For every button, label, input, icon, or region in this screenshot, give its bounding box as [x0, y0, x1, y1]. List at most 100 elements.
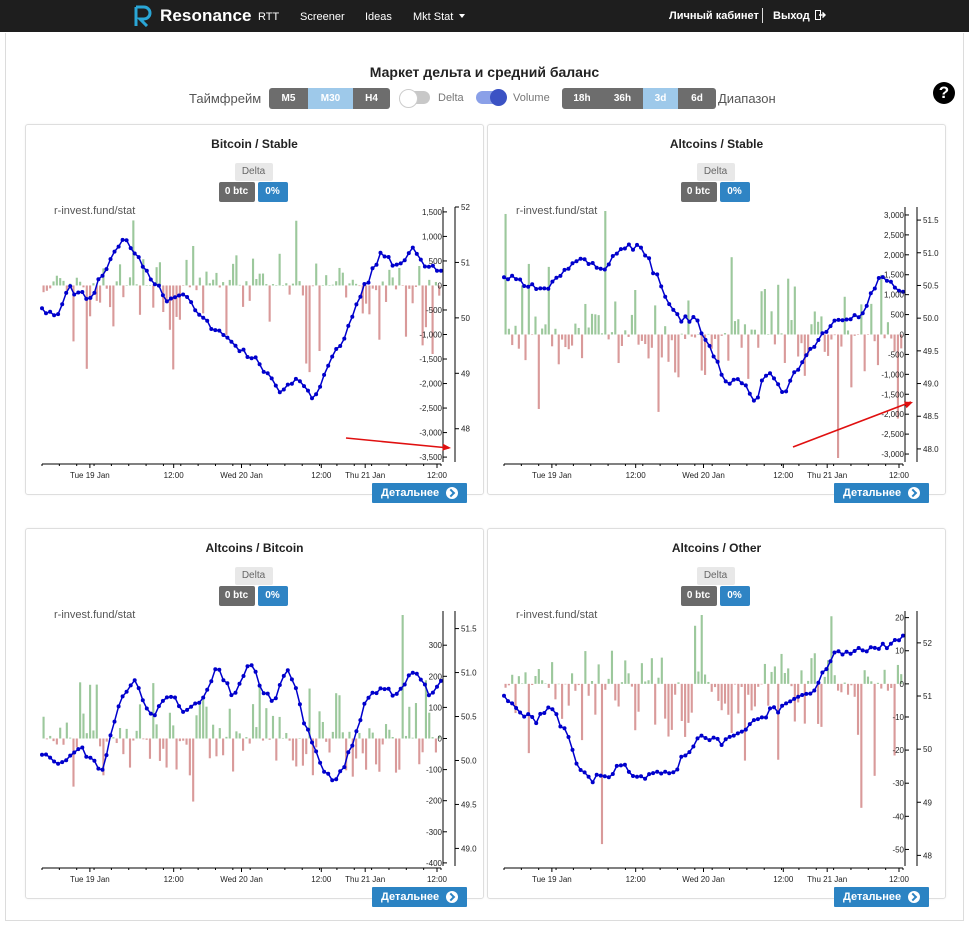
negative-bar — [42, 285, 45, 293]
balance-point — [112, 719, 117, 724]
positive-bar — [341, 272, 344, 286]
right-tick-label: 51 — [461, 258, 470, 267]
positive-bar — [787, 278, 790, 335]
positive-bar — [92, 730, 95, 739]
timeframe-h4[interactable]: H4 — [353, 88, 390, 109]
account-link[interactable]: Личный кабинет — [669, 10, 759, 22]
negative-bar — [261, 738, 265, 741]
negative-bar — [817, 683, 820, 724]
negative-bar — [637, 683, 640, 712]
balance-point — [197, 700, 202, 705]
chart-svg: Tue 19 Jan 12:00 Wed 20 Jan 12:00 Thu 21 Jan… — [502, 611, 932, 884]
range-18h[interactable]: 18h — [562, 88, 602, 109]
nav-rtt[interactable]: RTT — [258, 11, 280, 23]
timeframe-m30[interactable]: M30 — [308, 88, 353, 109]
balance-point — [394, 691, 399, 696]
balance-point — [622, 762, 627, 767]
nav-screener[interactable]: Screener — [300, 11, 345, 23]
negative-bar — [700, 334, 703, 371]
nav-mkt-stat[interactable]: Mkt Stat — [413, 0, 466, 32]
delta-toggle[interactable] — [399, 89, 430, 108]
balance-point — [378, 686, 383, 691]
negative-bar — [355, 738, 358, 759]
balance-point — [173, 695, 177, 700]
negative-bar — [325, 738, 328, 742]
positive-bar — [777, 284, 780, 335]
positive-bar — [202, 699, 205, 739]
negative-bar — [830, 334, 833, 340]
negative-bar — [132, 738, 135, 741]
balance-point — [792, 370, 797, 375]
balance-point — [189, 300, 194, 305]
negative-bar — [727, 334, 730, 361]
brand-logo[interactable]: Resonance — [133, 2, 252, 30]
balance-point — [225, 335, 230, 340]
negative-bar — [644, 334, 647, 345]
negative-bar — [717, 334, 720, 365]
balance-point — [594, 265, 599, 270]
balance-point — [124, 689, 129, 694]
balance-point — [687, 750, 692, 755]
balance-point — [792, 696, 797, 701]
balance-point — [358, 294, 363, 299]
balance-point — [205, 687, 210, 692]
negative-bar — [561, 334, 564, 340]
balance-point — [796, 694, 801, 699]
details-button[interactable]: Детальнее — [834, 483, 929, 503]
volume-toggle[interactable] — [476, 89, 507, 106]
panel-title: Altcoins / Stable — [669, 137, 764, 151]
balance-point — [209, 327, 214, 331]
range-3d[interactable]: 3d — [643, 88, 678, 109]
details-button[interactable]: Детальнее — [372, 483, 467, 503]
timeframe-m5[interactable]: M5 — [269, 88, 308, 109]
positive-bar — [185, 259, 188, 286]
positive-bar — [75, 277, 78, 286]
balance-point — [558, 273, 563, 278]
left-tick-label: 100 — [429, 703, 443, 712]
positive-bar — [335, 693, 338, 739]
positive-bar — [265, 284, 268, 286]
x-tick-label: Wed 20 Jan — [682, 471, 725, 480]
balance-point — [56, 312, 61, 317]
details-button[interactable]: Детальнее — [372, 887, 467, 907]
positive-bar — [634, 290, 637, 335]
positive-bar — [198, 277, 201, 286]
balance-point — [358, 718, 363, 723]
range-36h[interactable]: 36h — [602, 88, 643, 109]
negative-bar — [674, 334, 677, 373]
left-tick-label: 3,000 — [884, 211, 905, 220]
balance-point — [852, 313, 857, 318]
positive-bar — [843, 682, 846, 684]
balance-point — [759, 378, 764, 383]
details-button[interactable]: Детальнее — [834, 887, 929, 907]
logout-link[interactable]: Выход — [773, 0, 826, 32]
balance-point — [152, 713, 157, 718]
balance-point — [759, 715, 764, 720]
positive-bar — [52, 281, 55, 286]
balance-point — [715, 359, 720, 364]
balance-point — [800, 360, 805, 365]
balance-point — [241, 347, 246, 352]
positive-bar — [408, 706, 411, 739]
positive-bar — [687, 300, 690, 335]
positive-bar — [318, 711, 321, 739]
balance-point — [132, 678, 137, 683]
positive-bar — [321, 285, 324, 286]
balance-point — [68, 753, 73, 758]
negative-bar — [308, 285, 311, 373]
negative-bar — [381, 738, 384, 745]
nav-ideas[interactable]: Ideas — [365, 11, 392, 23]
balance-point — [273, 383, 278, 388]
positive-bar — [544, 324, 547, 335]
positive-bar — [65, 722, 68, 739]
negative-bar — [195, 285, 198, 291]
range-6d[interactable]: 6d — [678, 88, 716, 109]
help-icon[interactable]: ? — [933, 82, 955, 104]
left-tick-label: 0 — [438, 281, 443, 290]
x-tick-label: Thu 21 Jan — [807, 471, 847, 480]
negative-bar — [345, 738, 348, 771]
positive-bar — [59, 278, 62, 286]
delta-percent-value: 0% — [719, 586, 750, 606]
positive-bar — [335, 281, 338, 286]
negative-bar — [158, 738, 161, 761]
